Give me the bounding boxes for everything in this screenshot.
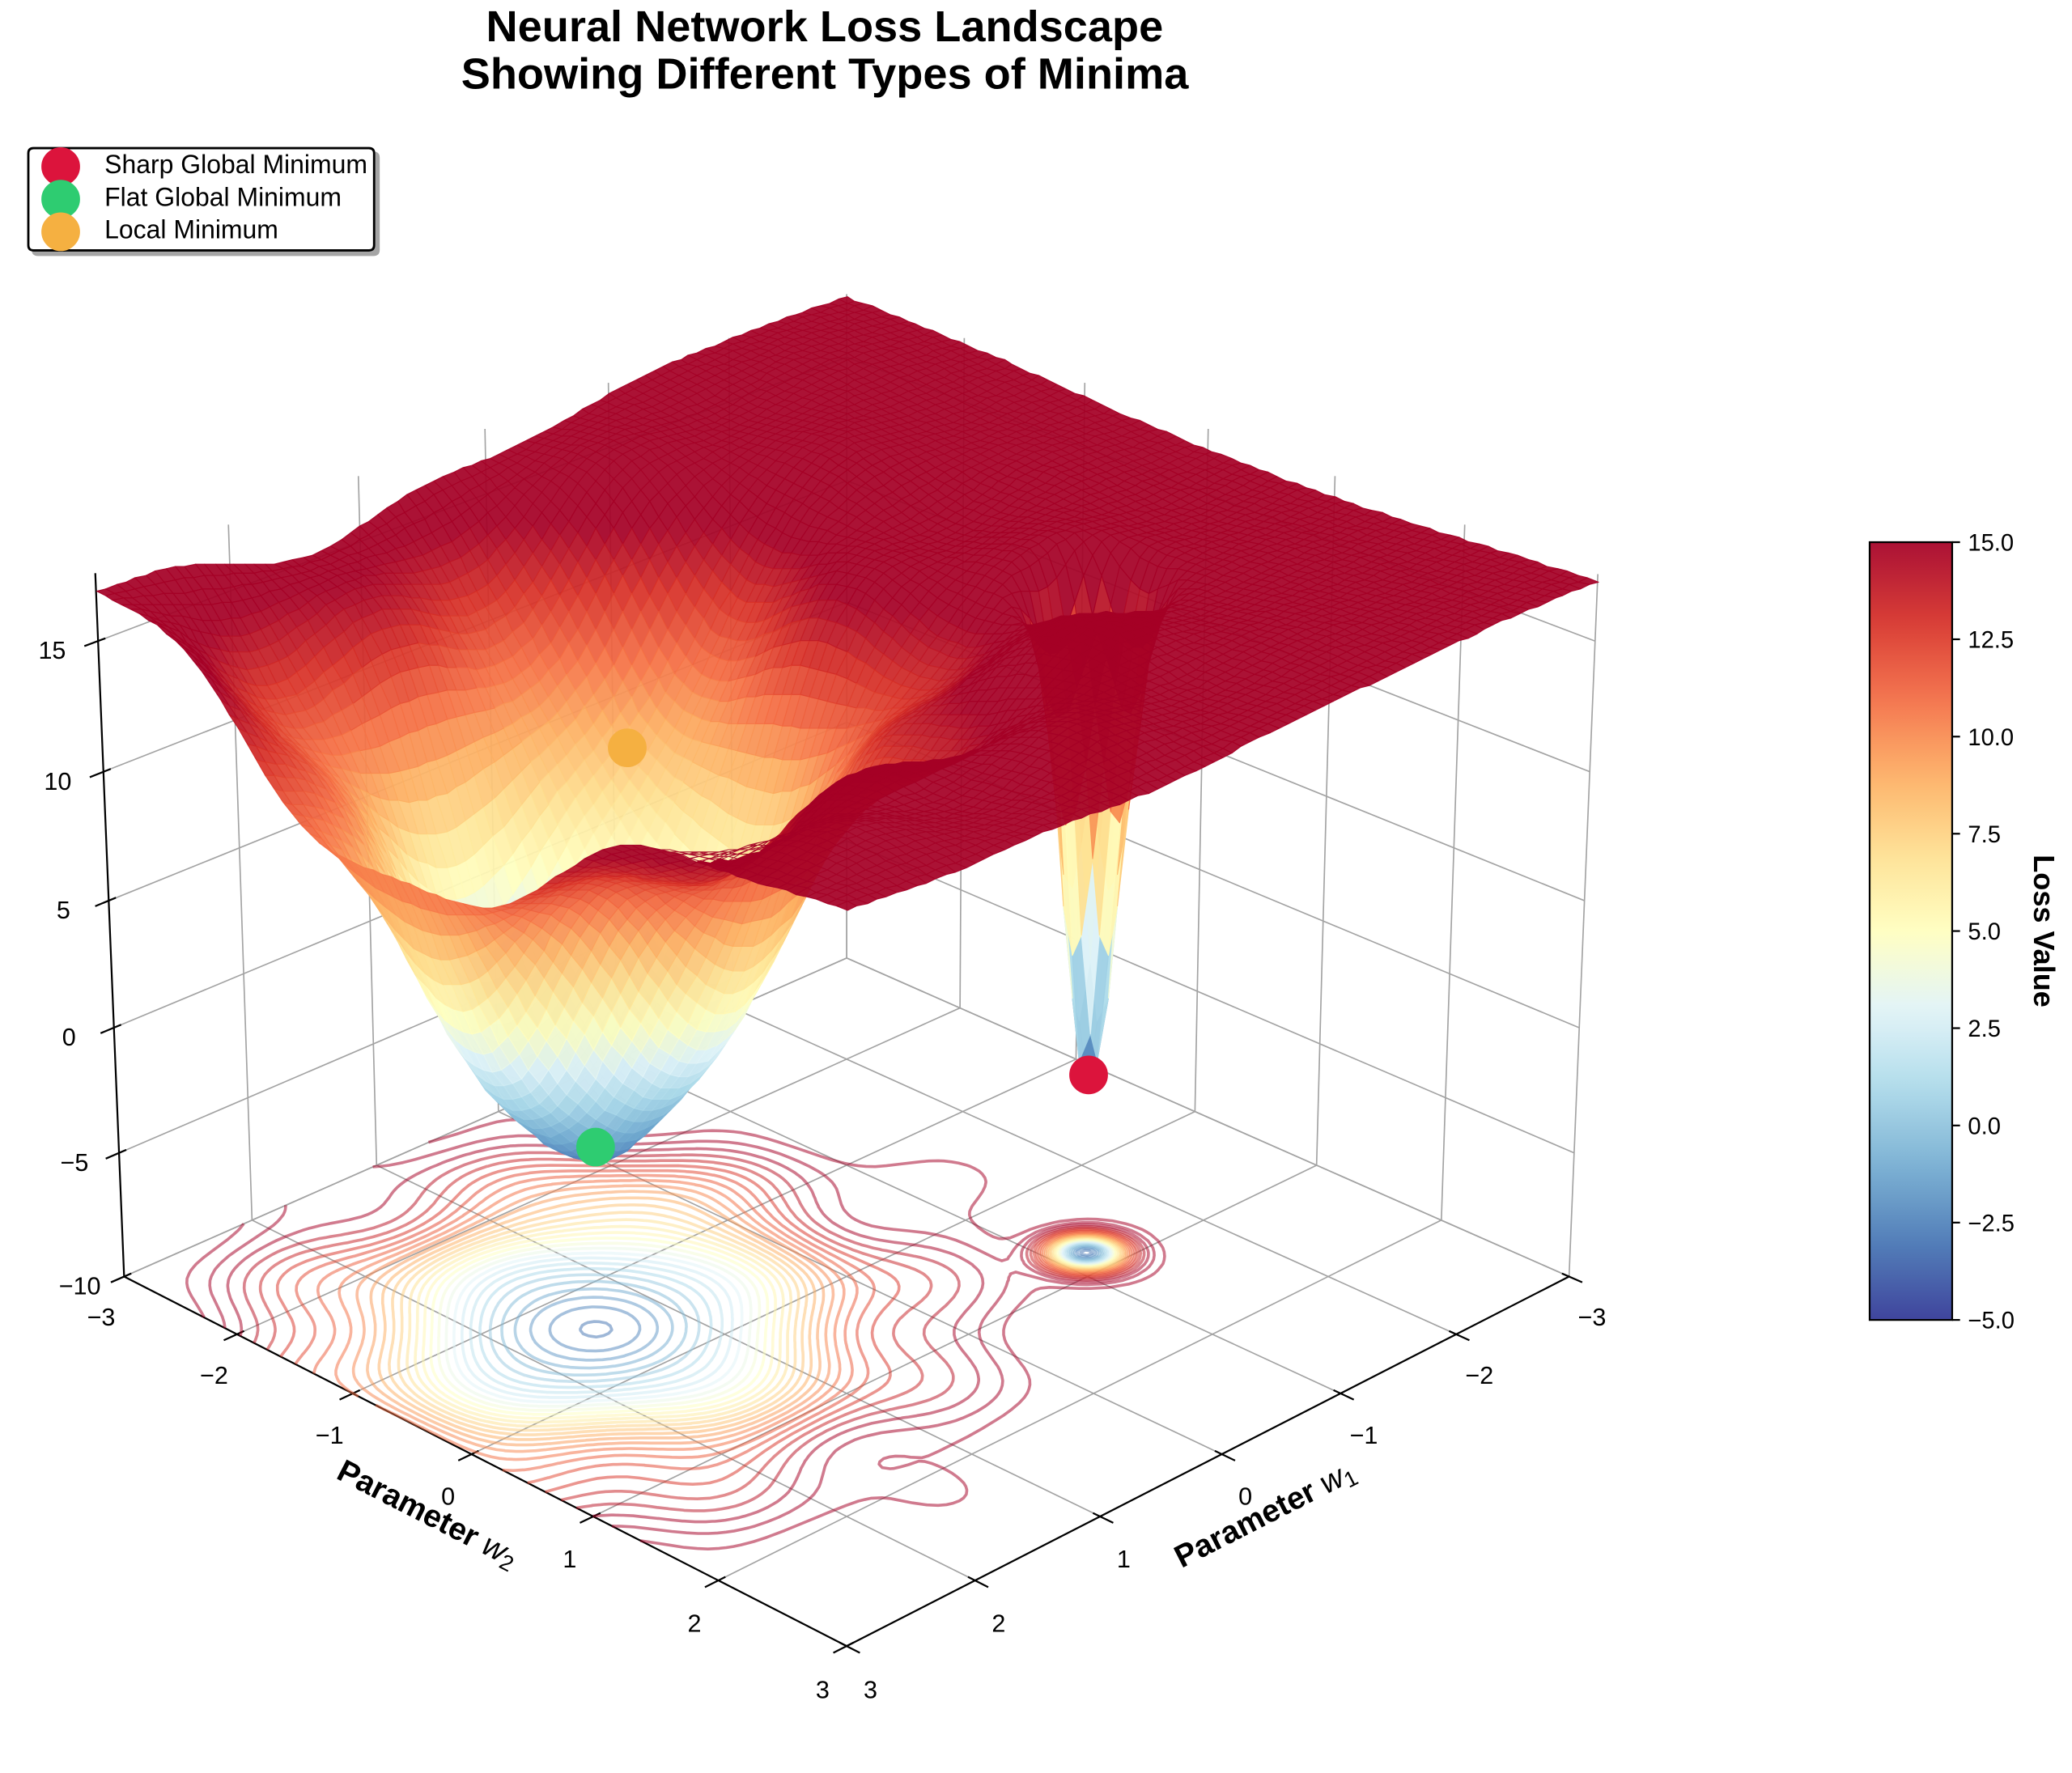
- svg-text:2: 2: [991, 1610, 1005, 1638]
- svg-text:0.0: 0.0: [1968, 1113, 2001, 1139]
- svg-text:Loss Value: Loss Value: [2027, 855, 2061, 1007]
- svg-text:15.0: 15.0: [1968, 531, 2014, 557]
- svg-text:2.5: 2.5: [1968, 1016, 2001, 1042]
- svg-text:2: 2: [688, 1610, 702, 1638]
- svg-text:3: 3: [864, 1677, 877, 1704]
- svg-text:−1: −1: [316, 1422, 344, 1449]
- svg-text:Local Minimum: Local Minimum: [104, 215, 278, 244]
- svg-text:15: 15: [38, 637, 66, 664]
- svg-text:Neural Network Loss Landscape: Neural Network Loss Landscape: [486, 2, 1164, 51]
- svg-text:12.5: 12.5: [1968, 628, 2014, 654]
- svg-text:−2: −2: [1465, 1362, 1493, 1389]
- svg-text:0: 0: [1238, 1482, 1252, 1510]
- svg-text:5: 5: [57, 897, 70, 924]
- svg-text:−3: −3: [1578, 1304, 1607, 1331]
- svg-text:−1: −1: [1350, 1422, 1378, 1449]
- svg-text:−2: −2: [200, 1362, 228, 1389]
- svg-text:Flat Global Minimum: Flat Global Minimum: [104, 182, 342, 211]
- svg-text:1: 1: [563, 1546, 576, 1573]
- svg-text:Sharp Global Minimum: Sharp Global Minimum: [104, 150, 367, 179]
- svg-text:−5: −5: [61, 1149, 89, 1177]
- svg-text:−2.5: −2.5: [1968, 1211, 2015, 1236]
- svg-text:7.5: 7.5: [1968, 822, 2001, 848]
- svg-text:Showing Different Types of Min: Showing Different Types of Minima: [461, 49, 1190, 98]
- svg-text:0: 0: [441, 1482, 455, 1510]
- svg-text:10.0: 10.0: [1968, 725, 2014, 751]
- svg-text:−3: −3: [87, 1304, 116, 1331]
- svg-text:5.0: 5.0: [1968, 919, 2001, 945]
- svg-text:−5.0: −5.0: [1968, 1309, 2015, 1334]
- svg-text:−10: −10: [59, 1272, 101, 1300]
- svg-text:10: 10: [44, 768, 71, 795]
- svg-text:0: 0: [62, 1024, 76, 1051]
- svg-text:3: 3: [816, 1677, 830, 1704]
- svg-text:1: 1: [1117, 1546, 1131, 1573]
